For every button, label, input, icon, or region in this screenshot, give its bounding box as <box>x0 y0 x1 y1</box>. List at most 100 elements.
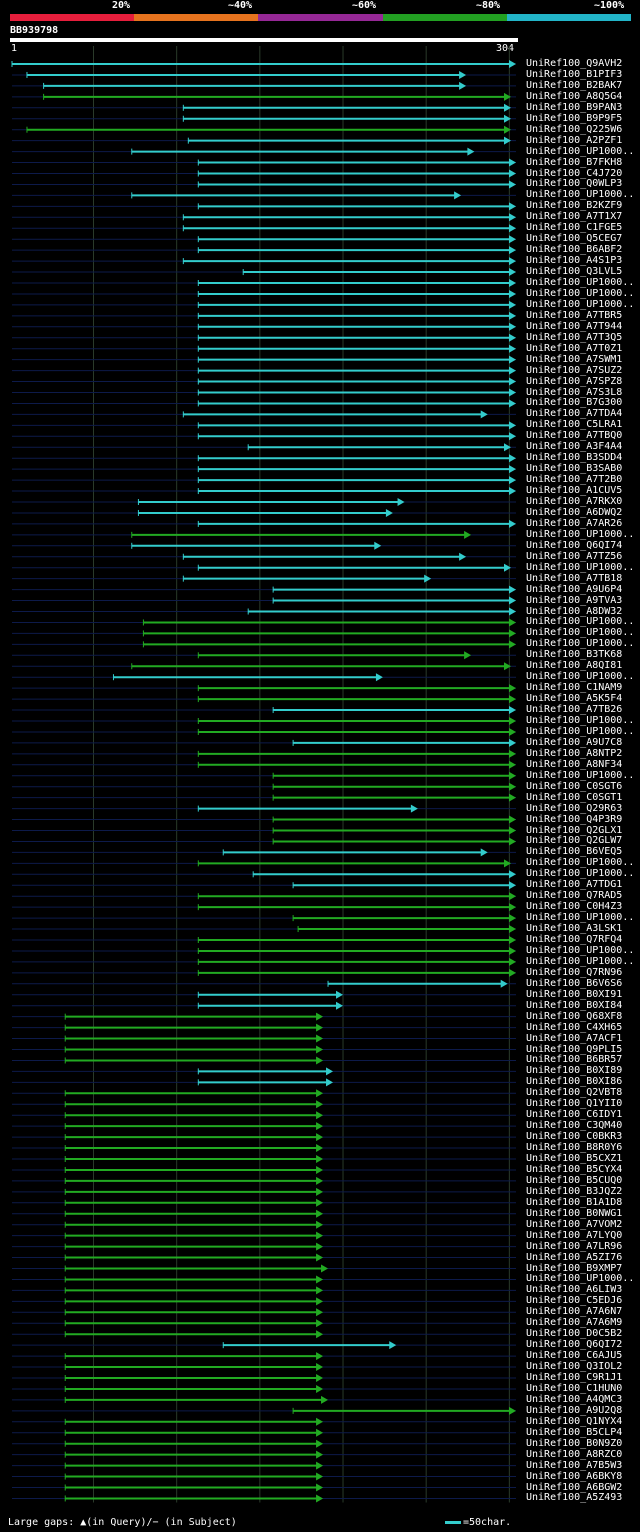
hit-label[interactable]: UniRef100_UP1000.. <box>526 912 635 924</box>
hit-label[interactable]: UniRef100_UP1000.. <box>526 857 635 869</box>
hit-label[interactable]: UniRef100_C3QM40 <box>526 1120 623 1132</box>
hit-label[interactable]: UniRef100_D0C5B2 <box>526 1328 623 1340</box>
hit-label[interactable]: UniRef100_A7S3L8 <box>526 386 623 398</box>
hit-label[interactable]: UniRef100_UP1000.. <box>526 715 635 726</box>
hit-label[interactable]: UniRef100_A9TVA3 <box>526 594 623 606</box>
hit-label[interactable]: UniRef100_A2PZF1 <box>526 134 623 146</box>
hit-label[interactable]: UniRef100_UP1000.. <box>526 671 635 683</box>
hit-label[interactable]: UniRef100_A7A6M9 <box>526 1317 623 1329</box>
hit-label[interactable]: UniRef100_B6VEQ5 <box>526 846 623 858</box>
hit-label[interactable]: UniRef100_Q2VBT8 <box>526 1087 623 1099</box>
hit-label[interactable]: UniRef100_B6V6S6 <box>526 977 623 989</box>
hit-label[interactable]: UniRef100_A3F4A4 <box>526 441 623 453</box>
hit-label[interactable]: UniRef100_A7TDA4 <box>526 408 623 420</box>
hit-label[interactable]: UniRef100_Q6QI74 <box>526 539 623 551</box>
hit-label[interactable]: UniRef100_UP1000.. <box>526 868 635 880</box>
hit-label[interactable]: UniRef100_C0H4Z3 <box>526 901 623 913</box>
hit-label[interactable]: UniRef100_UP1000.. <box>526 145 635 157</box>
hit-label[interactable]: UniRef100_B7FKH8 <box>526 156 623 168</box>
hit-label[interactable]: UniRef100_A7TBR5 <box>526 309 623 321</box>
hit-label[interactable]: UniRef100_A7AR26 <box>526 517 623 529</box>
hit-label[interactable]: UniRef100_B9XMP7 <box>526 1262 623 1274</box>
hit-label[interactable]: UniRef100_A6LIW3 <box>526 1284 623 1296</box>
hit-label[interactable]: UniRef100_B3JQZ2 <box>526 1185 623 1197</box>
hit-label[interactable]: UniRef100_A4S1P3 <box>526 255 623 267</box>
hit-label[interactable]: UniRef100_UP1000.. <box>526 616 635 628</box>
hit-label[interactable]: UniRef100_UP1000.. <box>526 277 635 288</box>
hit-label[interactable]: UniRef100_B3TK68 <box>526 649 623 661</box>
hit-label[interactable]: UniRef100_C1NAM9 <box>526 682 623 694</box>
hit-label[interactable]: UniRef100_A7T2B0 <box>526 474 623 486</box>
hit-label[interactable]: UniRef100_UP1000.. <box>526 944 635 956</box>
hit-label[interactable]: UniRef100_Q68XF8 <box>526 1010 623 1022</box>
hit-label[interactable]: UniRef100_A7TBQ0 <box>526 430 623 442</box>
hit-label[interactable]: UniRef100_UP1000.. <box>526 1273 635 1285</box>
hit-label[interactable]: UniRef100_C1FGE5 <box>526 222 623 234</box>
hit-label[interactable]: UniRef100_A7T1X7 <box>526 211 623 223</box>
hit-label[interactable]: UniRef100_UP1000.. <box>526 725 635 737</box>
hit-label[interactable]: UniRef100_Q7RAD5 <box>526 890 623 902</box>
hit-label[interactable]: UniRef100_Q1NYX4 <box>526 1415 623 1427</box>
hit-label[interactable]: UniRef100_B1PIF3 <box>526 68 623 80</box>
hit-label[interactable]: UniRef100_A7TDG1 <box>526 879 623 891</box>
hit-label[interactable]: UniRef100_C6IDY1 <box>526 1109 623 1121</box>
hit-label[interactable]: UniRef100_B0XI89 <box>526 1065 623 1077</box>
hit-label[interactable]: UniRef100_B0N9Z0 <box>526 1437 623 1449</box>
hit-label[interactable]: UniRef100_C0SGT1 <box>526 791 623 803</box>
hit-label[interactable]: UniRef100_C5EDJ6 <box>526 1295 623 1307</box>
hit-label[interactable]: UniRef100_B2KZF9 <box>526 200 623 212</box>
hit-label[interactable]: UniRef100_Q7RN96 <box>526 966 623 978</box>
hit-label[interactable]: UniRef100_B6BR57 <box>526 1054 623 1066</box>
hit-label[interactable]: UniRef100_UP1000.. <box>526 955 635 967</box>
hit-label[interactable]: UniRef100_B5CUQ0 <box>526 1174 623 1186</box>
hit-label[interactable]: UniRef100_Q9PLI5 <box>526 1043 623 1055</box>
hit-label[interactable]: UniRef100_A3LSK1 <box>526 923 623 935</box>
hit-label[interactable]: UniRef100_B6ABF2 <box>526 244 623 256</box>
hit-label[interactable]: UniRef100_A7RKX0 <box>526 496 623 507</box>
hit-label[interactable]: UniRef100_Q6QI72 <box>526 1339 623 1351</box>
hit-label[interactable]: UniRef100_A7TB26 <box>526 704 623 716</box>
hit-label[interactable]: UniRef100_Q4P3R9 <box>526 813 623 825</box>
hit-label[interactable]: UniRef100_B3SAB0 <box>526 463 623 475</box>
hit-label[interactable]: UniRef100_A7SWM1 <box>526 353 623 365</box>
hit-label[interactable]: UniRef100_C9R1J1 <box>526 1372 623 1383</box>
hit-label[interactable]: UniRef100_A9U2Q8 <box>526 1404 623 1416</box>
hit-label[interactable]: UniRef100_UP1000.. <box>526 638 635 650</box>
hit-label[interactable]: UniRef100_A6BKY8 <box>526 1470 623 1482</box>
hit-label[interactable]: UniRef100_A7T944 <box>526 320 623 332</box>
hit-label[interactable]: UniRef100_C4J720 <box>526 167 623 179</box>
hit-label[interactable]: UniRef100_A7TB18 <box>526 572 623 584</box>
hit-label[interactable]: UniRef100_C5LRA1 <box>526 419 623 431</box>
hit-label[interactable]: UniRef100_UP1000.. <box>526 769 635 781</box>
hit-label[interactable]: UniRef100_Q3LVL5 <box>526 266 623 278</box>
hit-label[interactable]: UniRef100_Q2GLW7 <box>526 835 623 847</box>
hit-label[interactable]: UniRef100_C0SGT6 <box>526 780 623 792</box>
hit-label[interactable]: UniRef100_A8DW32 <box>526 605 623 617</box>
hit-label[interactable]: UniRef100_B9PAN3 <box>526 101 623 113</box>
hit-label[interactable]: UniRef100_A8QI81 <box>526 660 623 672</box>
hit-label[interactable]: UniRef100_C4XH65 <box>526 1021 623 1033</box>
hit-label[interactable]: UniRef100_A7LR96 <box>526 1240 623 1252</box>
hit-label[interactable]: UniRef100_A9U6P4 <box>526 583 623 595</box>
hit-label[interactable]: UniRef100_A6DWQ2 <box>526 506 623 518</box>
hit-label[interactable]: UniRef100_A8Q5G4 <box>526 90 623 102</box>
hit-label[interactable]: UniRef100_Q1YII0 <box>526 1098 623 1110</box>
hit-label[interactable]: UniRef100_B5CXZ1 <box>526 1153 623 1164</box>
hit-label[interactable]: UniRef100_B8R0Y6 <box>526 1142 623 1154</box>
hit-label[interactable]: UniRef100_A5K5F4 <box>526 693 623 705</box>
hit-label[interactable]: UniRef100_B7G300 <box>526 397 623 409</box>
hit-label[interactable]: UniRef100_A7A6N7 <box>526 1306 623 1318</box>
hit-label[interactable]: UniRef100_B0XI91 <box>526 988 623 1000</box>
hit-label[interactable]: UniRef100_B0NWG1 <box>526 1207 623 1219</box>
hit-label[interactable]: UniRef100_UP1000.. <box>526 189 635 201</box>
hit-label[interactable]: UniRef100_A1CUV5 <box>526 485 623 497</box>
hit-label[interactable]: UniRef100_B0XI84 <box>526 999 623 1011</box>
hit-label[interactable]: UniRef100_A8NTP2 <box>526 747 623 759</box>
hit-label[interactable]: UniRef100_Q29R63 <box>526 802 623 814</box>
hit-label[interactable]: UniRef100_A7TZ56 <box>526 550 623 562</box>
hit-label[interactable]: UniRef100_C0BKR3 <box>526 1131 623 1143</box>
hit-label[interactable]: UniRef100_A7LYQ0 <box>526 1229 623 1241</box>
hit-label[interactable]: UniRef100_UP1000.. <box>526 298 635 310</box>
hit-label[interactable]: UniRef100_Q7RFQ4 <box>526 934 623 945</box>
hit-label[interactable]: UniRef100_A7T3Q5 <box>526 331 623 343</box>
